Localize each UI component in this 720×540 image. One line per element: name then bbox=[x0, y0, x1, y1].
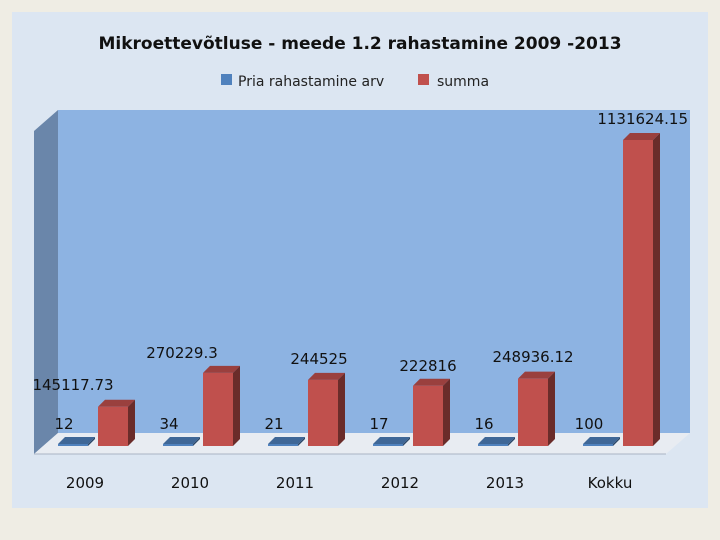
bar-sum-2009-top bbox=[98, 399, 135, 407]
bar-count-2013 bbox=[478, 437, 515, 446]
bar-count-2012-front bbox=[373, 444, 403, 446]
bar-count-2012-side bbox=[403, 437, 410, 446]
plot-walls bbox=[34, 110, 690, 455]
bar-sum-kokku-top bbox=[623, 133, 660, 140]
back-wall bbox=[58, 110, 690, 433]
bar-sum-2010-front bbox=[203, 372, 233, 446]
bar-count-2009-front bbox=[58, 444, 88, 446]
bar-sum-kokku bbox=[623, 133, 660, 446]
side-wall bbox=[34, 110, 58, 454]
data-label-count-2009: 12 bbox=[54, 415, 73, 433]
data-label-count-2013: 16 bbox=[474, 415, 493, 433]
bar-sum-2012-side bbox=[443, 378, 450, 446]
bar-count-2009-side bbox=[88, 437, 95, 446]
bar-count-2012 bbox=[373, 437, 410, 446]
bar-count-2010-top bbox=[163, 437, 200, 444]
bar-sum-2013 bbox=[518, 371, 555, 446]
data-label-count-2012: 17 bbox=[369, 415, 388, 433]
bar-count-2013-front bbox=[478, 444, 508, 446]
legend-label-count: Pria rahastamine arv bbox=[238, 74, 384, 90]
bar-count-2010-front bbox=[163, 444, 193, 446]
bar-count-2011-top bbox=[268, 437, 305, 444]
x-tick-label-2010: 2010 bbox=[171, 474, 209, 492]
bars-layer bbox=[58, 133, 660, 446]
bar-count-2012-top bbox=[373, 437, 410, 444]
bar-sum-kokku-side bbox=[653, 133, 660, 446]
x-tick-label-2013: 2013 bbox=[486, 474, 524, 492]
bar-count-2010-side bbox=[193, 437, 200, 446]
x-tick-label-2011: 2011 bbox=[276, 474, 314, 492]
bar-sum-2013-side bbox=[548, 371, 555, 446]
bar-sum-2010-side bbox=[233, 365, 240, 446]
bar-count-kokku-top bbox=[583, 437, 620, 444]
data-label-sum-2009: 145117.73 bbox=[32, 376, 113, 394]
bar-sum-2010 bbox=[203, 365, 240, 446]
bar-sum-2012-front bbox=[413, 385, 443, 446]
data-label-sum-2013: 248936.12 bbox=[492, 348, 573, 366]
bar-count-kokku bbox=[583, 437, 620, 446]
bar-count-2013-side bbox=[508, 437, 515, 446]
bar-sum-2013-front bbox=[518, 378, 548, 446]
bar-count-2011 bbox=[268, 437, 305, 446]
bar-sum-kokku-front bbox=[623, 140, 653, 446]
bar-sum-2012-top bbox=[413, 378, 450, 386]
bar-sum-2010-top bbox=[203, 365, 240, 373]
x-tick-label-kokku: Kokku bbox=[588, 474, 633, 492]
bar-count-2010 bbox=[163, 437, 200, 446]
legend-swatch-count bbox=[221, 74, 232, 85]
bar-sum-2009-front bbox=[98, 406, 128, 446]
bar-count-kokku-side bbox=[613, 437, 620, 446]
data-label-count-2010: 34 bbox=[159, 415, 178, 433]
bar-sum-2012 bbox=[413, 378, 450, 446]
data-label-sum-2010: 270229.3 bbox=[146, 344, 218, 362]
bar-sum-2011-top bbox=[308, 372, 345, 380]
legend-label-sum: summa bbox=[437, 74, 489, 90]
bar-count-2011-front bbox=[268, 444, 298, 446]
data-label-sum-2012: 222816 bbox=[399, 357, 456, 375]
bar-count-2009 bbox=[58, 437, 95, 446]
legend-swatch-sum bbox=[418, 74, 429, 85]
legend: Pria rahastamine arv summa bbox=[221, 74, 489, 90]
x-tick-label-2009: 2009 bbox=[66, 474, 104, 492]
bar-sum-2013-top bbox=[518, 371, 555, 379]
bar-sum-2011-side bbox=[338, 372, 345, 446]
bar-sum-2011 bbox=[308, 372, 345, 446]
data-label-sum-2011: 244525 bbox=[290, 350, 347, 368]
chart-title: Mikroettevõtluse - meede 1.2 rahastamine… bbox=[98, 34, 621, 54]
labels-layer: 12 145117.73 2009 34 270229.3 2010 21 244525 201… bbox=[32, 110, 688, 492]
bar-count-2013-top bbox=[478, 437, 515, 444]
bar-sum-2011-front bbox=[308, 379, 338, 446]
data-label-sum-kokku: 1131624.15 bbox=[597, 110, 688, 128]
bar-count-kokku-front bbox=[583, 444, 613, 446]
bar-sum-2009 bbox=[98, 399, 135, 446]
bar-count-2011-side bbox=[298, 437, 305, 446]
data-label-count-kokku: 100 bbox=[575, 415, 604, 433]
bar-sum-2009-side bbox=[128, 399, 135, 446]
bar-count-2009-top bbox=[58, 437, 95, 444]
data-label-count-2011: 21 bbox=[264, 415, 283, 433]
x-tick-label-2012: 2012 bbox=[381, 474, 419, 492]
